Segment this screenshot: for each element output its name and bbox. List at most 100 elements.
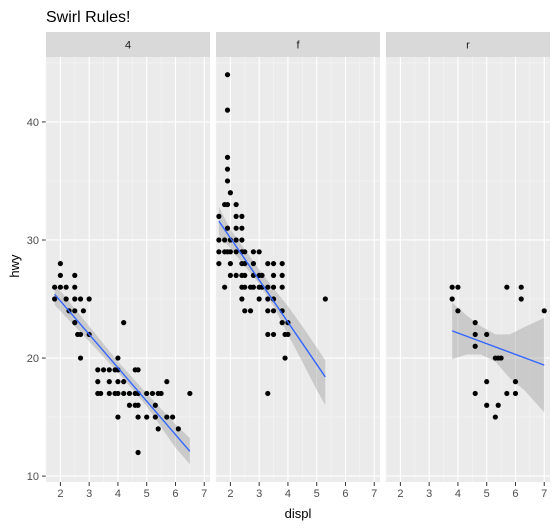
x-tick-label: 3 — [256, 488, 262, 500]
data-point — [234, 226, 239, 231]
data-point — [115, 379, 120, 384]
data-point — [228, 249, 233, 254]
data-point — [52, 285, 57, 290]
panel-background — [46, 57, 210, 482]
data-point — [115, 391, 120, 396]
facet-strip-label: r — [466, 40, 470, 52]
data-point — [265, 308, 270, 313]
data-point — [257, 249, 262, 254]
x-tick-label: 3 — [86, 488, 92, 500]
data-point — [225, 155, 230, 160]
facet-panel-r: r 2 3 4 5 6 7 — [386, 32, 550, 500]
x-tick-label: 2 — [57, 488, 63, 500]
data-point — [158, 391, 163, 396]
data-point — [135, 450, 140, 455]
data-point — [144, 414, 149, 419]
x-axis-label: displ — [285, 506, 312, 521]
data-point — [265, 296, 270, 301]
data-point — [257, 296, 262, 301]
data-point — [242, 285, 247, 290]
facet-panels: 4 2 3 4 5 6 7 f 2 3 4 5 6 7 r 2 3 4 5 6 7 — [46, 32, 550, 500]
data-point — [239, 214, 244, 219]
data-point — [271, 308, 276, 313]
x-tick-label: 3 — [426, 488, 432, 500]
data-point — [98, 391, 103, 396]
data-point — [259, 273, 264, 278]
data-point — [156, 426, 161, 431]
data-point — [228, 190, 233, 195]
data-point — [225, 108, 230, 113]
data-point — [271, 332, 276, 337]
data-point — [222, 237, 227, 242]
data-point — [450, 285, 455, 290]
x-tick-label: 6 — [172, 488, 178, 500]
data-point — [519, 296, 524, 301]
data-point — [58, 261, 63, 266]
data-point — [285, 332, 290, 337]
data-point — [72, 285, 77, 290]
x-tick-label: 6 — [512, 488, 518, 500]
data-point — [265, 391, 270, 396]
data-point — [72, 273, 77, 278]
data-point — [153, 403, 158, 408]
data-point — [216, 249, 221, 254]
data-point — [542, 308, 547, 313]
chart-title: Swirl Rules! — [46, 9, 130, 26]
data-point — [251, 285, 256, 290]
data-point — [127, 391, 132, 396]
data-point — [95, 379, 100, 384]
data-point — [493, 414, 498, 419]
y-tick-label: 40 — [27, 117, 39, 129]
data-point — [248, 308, 253, 313]
data-point — [107, 379, 112, 384]
data-point — [504, 391, 509, 396]
data-point — [121, 320, 126, 325]
data-point — [239, 226, 244, 231]
data-point — [323, 296, 328, 301]
data-point — [95, 367, 100, 372]
data-point — [187, 391, 192, 396]
data-point — [115, 414, 120, 419]
data-point — [280, 320, 285, 325]
x-tick-label: 4 — [285, 488, 291, 500]
data-point — [239, 296, 244, 301]
data-point — [78, 296, 83, 301]
x-tick-label: 7 — [371, 488, 377, 500]
x-tick-label: 5 — [484, 488, 490, 500]
y-axis: 10 20 30 40 — [27, 117, 46, 483]
data-point — [135, 414, 140, 419]
data-point — [72, 308, 77, 313]
data-point — [216, 214, 221, 219]
data-point — [101, 367, 106, 372]
data-point — [222, 285, 227, 290]
data-point — [107, 391, 112, 396]
data-point — [484, 332, 489, 337]
y-tick-label: 30 — [27, 235, 39, 247]
x-tick-label: 7 — [541, 488, 547, 500]
data-point — [280, 285, 285, 290]
x-tick-label: 4 — [455, 488, 461, 500]
data-point — [242, 249, 247, 254]
facet-panel-f: f 2 3 4 5 6 7 — [216, 32, 380, 500]
x-tick-label: 2 — [397, 488, 403, 500]
data-point — [450, 296, 455, 301]
data-point — [234, 214, 239, 219]
y-axis-label: hwy — [7, 254, 22, 278]
data-point — [87, 296, 92, 301]
data-point — [153, 414, 158, 419]
data-point — [115, 355, 120, 360]
data-point — [176, 426, 181, 431]
data-point — [513, 379, 518, 384]
data-point — [170, 414, 175, 419]
y-tick-label: 20 — [27, 353, 39, 365]
data-point — [225, 202, 230, 207]
data-point — [64, 285, 69, 290]
data-point — [121, 391, 126, 396]
data-point — [265, 261, 270, 266]
y-tick-label: 10 — [27, 471, 39, 483]
data-point — [78, 332, 83, 337]
data-point — [473, 391, 478, 396]
data-point — [225, 167, 230, 172]
